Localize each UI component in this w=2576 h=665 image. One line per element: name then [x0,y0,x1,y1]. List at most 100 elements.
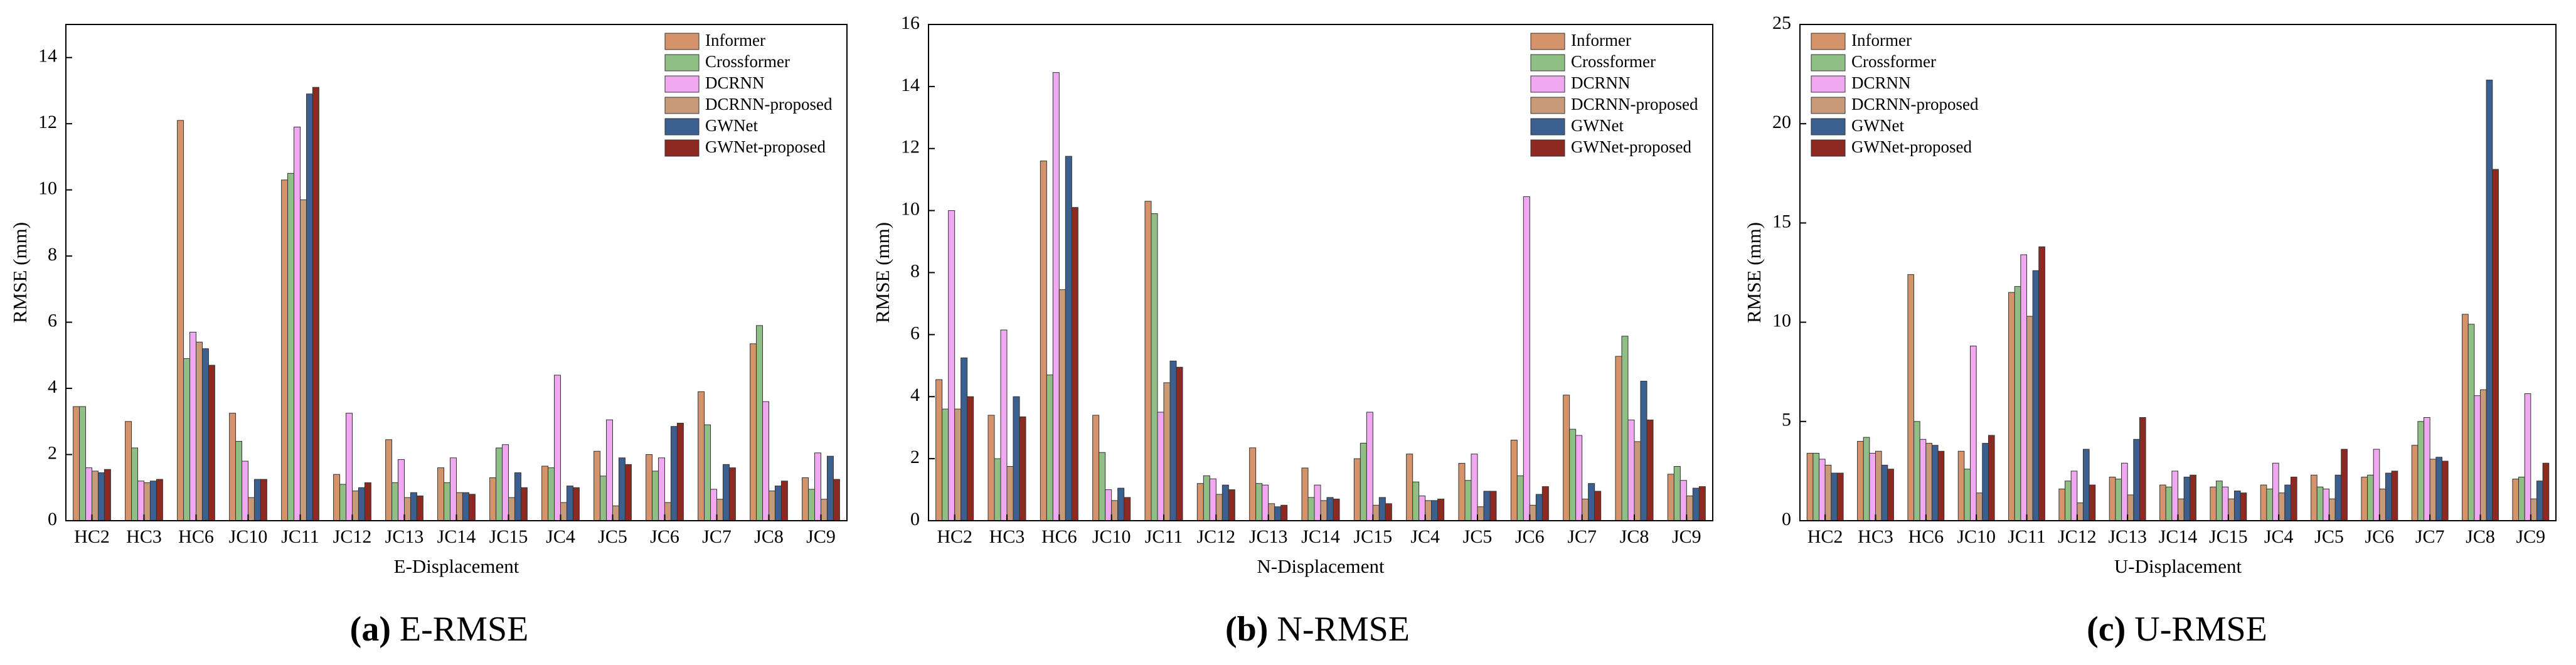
bar [2058,488,2066,521]
bar [664,502,671,521]
bar [2032,270,2040,521]
bar [1824,464,1832,521]
y-tick-label: 2 [48,442,57,463]
legend-swatch [664,33,700,50]
bar [756,325,764,521]
x-tick-label: JC9 [806,526,836,547]
x-tick-label: JC11 [2008,526,2046,547]
bar [137,481,144,521]
bar [333,474,341,521]
legend-label: Crossformer [1851,52,1936,71]
bar [2082,449,2090,521]
bar [1471,454,1478,521]
bar [541,466,549,521]
bar [1105,489,1112,521]
bar [149,481,157,521]
bar [1040,161,1047,521]
x-tick-label: JC15 [489,526,528,547]
y-tick-label: 25 [1772,13,1791,33]
bar [1353,458,1361,521]
bar [1931,445,1939,521]
x-tick-label: JC13 [2108,526,2147,547]
bar [2290,476,2297,521]
bar [2411,445,2419,521]
bar [97,472,105,521]
caption-label: (b) [1225,610,1268,649]
bar [2441,460,2449,521]
bar [2109,476,2116,521]
bar [2233,491,2241,521]
y-tick-label: 2 [910,447,920,467]
legend-label: GWNet [1851,116,1904,135]
bar [1575,435,1583,521]
legend-label: Informer [705,31,765,50]
bar [1976,492,1983,521]
bar [2435,457,2442,521]
bar [1099,452,1106,521]
x-tick-label: JC12 [1196,526,1235,547]
bar [1111,500,1119,521]
bar [456,492,463,521]
bar [2165,486,2173,521]
legend-label: DCRNN [1571,73,1631,92]
bar [1667,474,1674,521]
y-tick-label: 0 [1782,509,1791,529]
caption-text: E-RMSE [400,610,528,649]
bar [2329,498,2336,521]
bar [125,421,132,521]
x-tick-label: JC6 [2365,526,2394,547]
bar [1431,500,1439,521]
legend-label: DCRNN-proposed [1571,95,1698,114]
bar [1314,484,1321,521]
bar [2178,498,2185,521]
bar [183,358,191,521]
bar [2467,324,2475,521]
x-tick-label: JC10 [1957,526,1996,547]
bar [287,173,295,521]
bar [1857,440,1864,521]
x-tick-label: HC3 [989,526,1025,547]
bar [189,331,197,521]
bar [1510,439,1518,521]
y-tick-label: 15 [1772,211,1791,231]
bar [1836,472,1844,521]
bar [1176,366,1183,521]
bar [1907,274,1915,521]
bar [2334,474,2342,521]
x-tick-label: JC15 [1353,526,1392,547]
bar [1412,481,1420,521]
legend-swatch [1530,75,1565,93]
bar [1268,503,1275,521]
bar [235,440,243,521]
bar [1621,336,1629,521]
bar [954,408,962,521]
bar [1569,428,1577,521]
bar [2361,476,2368,521]
bar [600,476,607,521]
bar [2222,486,2229,521]
bar [208,364,215,521]
bar [1831,472,1838,521]
bar [2417,421,2425,521]
bar [248,497,255,521]
bar [1646,419,1654,521]
legend-label: DCRNN [705,73,765,92]
panel: 0 5 10 15 20 25 HC2 HC3 HC6 JC10 JC11 JC12 JC13 JC14 J… [1743,13,2557,649]
bar [1333,498,1340,521]
bar [312,87,319,521]
bar [2474,395,2481,521]
bar [79,406,87,521]
bar [1919,439,1927,521]
bar [2159,484,2166,521]
bar [260,479,267,521]
bar [1169,360,1177,521]
x-tick-label: JC11 [1145,526,1183,547]
bar [468,494,476,521]
bar [1092,415,1100,521]
bar [229,413,237,521]
bar [1541,486,1549,521]
bar [802,477,809,521]
x-tick-label: JC12 [2058,526,2097,547]
bar [1588,483,1595,521]
